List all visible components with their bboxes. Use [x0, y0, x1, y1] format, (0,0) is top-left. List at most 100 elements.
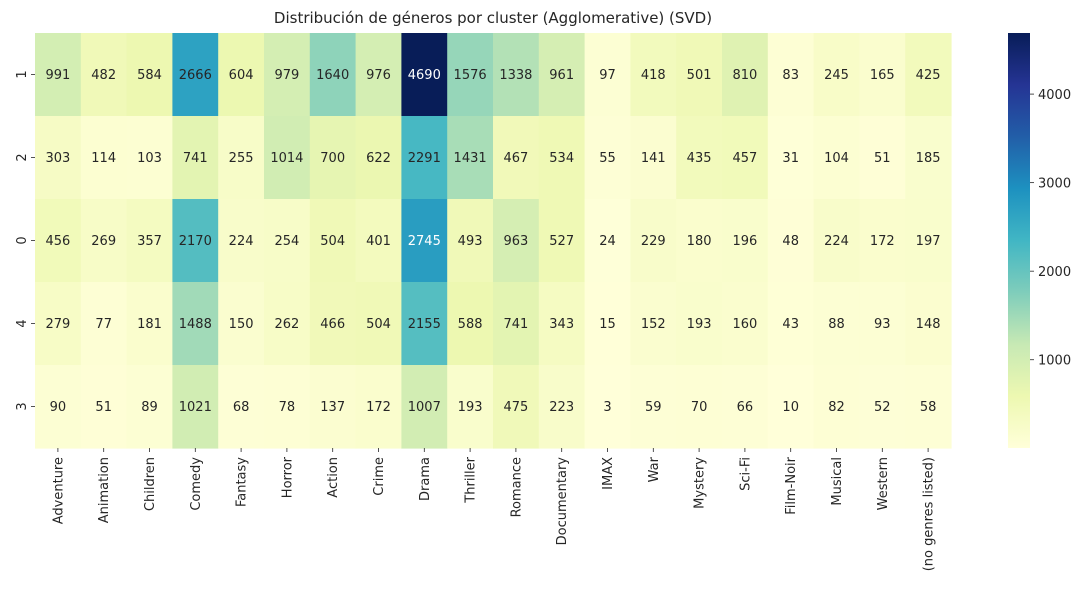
cell-value-label: 148 [916, 317, 941, 332]
cell-value-label: 622 [366, 151, 391, 166]
x-tick-label: (no genres listed) [922, 457, 937, 571]
heatmap-cell [905, 33, 952, 117]
heatmap-cell [722, 116, 769, 200]
heatmap-cell [218, 33, 265, 117]
heatmap-cell [447, 282, 494, 366]
heatmap-cell [264, 199, 311, 283]
heatmap-cell [905, 365, 952, 449]
cell-value-label: 963 [503, 234, 528, 249]
heatmap-cell [767, 116, 815, 200]
x-tick-label: Film-Noir [784, 456, 799, 514]
heatmap-cell [493, 282, 540, 366]
cell-value-label: 224 [229, 234, 254, 249]
cell-value-label: 1014 [270, 151, 303, 166]
cell-value-label: 58 [920, 400, 937, 415]
heatmap-cell [264, 282, 311, 366]
heatmap-cell [630, 199, 677, 283]
y-tick-label: 2 [15, 153, 30, 161]
heatmap-cell [538, 365, 586, 449]
heatmap-cell [172, 365, 219, 449]
cell-value-label: 1431 [454, 151, 487, 166]
colorbar-gradient [1008, 33, 1030, 448]
heatmap-cell [584, 199, 631, 283]
x-tick-label: Western [876, 457, 891, 510]
x-tick-label: Fantasy [235, 457, 250, 507]
heatmap-cell [630, 33, 677, 117]
cell-value-label: 1007 [408, 400, 441, 415]
heatmap-cell [126, 33, 173, 117]
x-tick-label: War [647, 456, 662, 482]
cell-value-label: 527 [549, 234, 574, 249]
cell-value-label: 4690 [408, 68, 441, 83]
cell-value-label: 10 [782, 400, 799, 415]
cell-value-label: 2170 [179, 234, 212, 249]
heatmap-cell [905, 199, 952, 283]
cell-value-label: 43 [782, 317, 799, 332]
x-tick-label: Crime [372, 457, 387, 496]
heatmap-cell [126, 199, 173, 283]
cell-value-label: 493 [458, 234, 483, 249]
heatmap-cell [309, 116, 357, 200]
heatmap-cell [264, 365, 311, 449]
cell-value-label: 152 [641, 317, 666, 332]
cell-value-label: 180 [687, 234, 712, 249]
cell-value-label: 165 [870, 68, 895, 83]
heatmap-cell [859, 365, 906, 449]
heatmap-cell [172, 199, 219, 283]
cell-value-label: 104 [824, 151, 849, 166]
heatmap-cell [676, 199, 723, 283]
heatmap-cell [676, 33, 723, 117]
heatmap-cell [35, 365, 82, 449]
cell-value-label: 196 [732, 234, 757, 249]
cell-value-label: 82 [828, 400, 845, 415]
cell-value-label: 51 [95, 400, 112, 415]
heatmap-cell [767, 365, 815, 449]
heatmap-cell [355, 282, 402, 366]
y-tick-label: 3 [15, 402, 30, 410]
cell-value-label: 504 [366, 317, 391, 332]
heatmap-cell [859, 116, 906, 200]
x-tick-label: Musical [830, 457, 845, 506]
heatmap-cell [35, 199, 82, 283]
cell-value-label: 418 [641, 68, 666, 83]
cell-value-label: 224 [824, 234, 849, 249]
heatmap-cell [813, 33, 860, 117]
x-tick-label: Romance [509, 457, 524, 517]
heatmap-cell [126, 282, 173, 366]
cell-value-label: 103 [137, 151, 162, 166]
heatmap-cell [447, 116, 494, 200]
colorbar-tick-label: 1000 [1038, 354, 1071, 369]
cell-value-label: 401 [366, 234, 391, 249]
y-axis-ticks: 1 2 0 4 3 [15, 70, 35, 411]
heatmap-cell [355, 365, 402, 449]
heatmap-cell [309, 282, 357, 366]
heatmap-cell [676, 282, 723, 366]
heatmap-cell [126, 365, 173, 449]
heatmap-cell [584, 365, 631, 449]
x-tick-label: Drama [418, 457, 433, 501]
heatmap-cell [401, 282, 448, 366]
cell-value-label: 475 [503, 400, 528, 415]
cell-value-label: 254 [274, 234, 299, 249]
heatmap-cell [264, 33, 311, 117]
cell-value-label: 343 [549, 317, 574, 332]
cell-value-label: 197 [916, 234, 941, 249]
cell-value-label: 77 [95, 317, 112, 332]
cell-value-label: 31 [782, 151, 799, 166]
cell-value-label: 24 [599, 234, 616, 249]
x-tick-label: Comedy [189, 457, 204, 511]
cell-value-label: 279 [45, 317, 70, 332]
heatmap-cell [859, 199, 906, 283]
heatmap-cell [401, 33, 448, 117]
heatmap-cell [493, 33, 540, 117]
colorbar-tick-label: 4000 [1038, 88, 1071, 103]
cell-value-label: 810 [732, 68, 757, 83]
heatmap-cell [767, 199, 815, 283]
heatmap-cell [813, 365, 860, 449]
heatmap-cell [538, 199, 586, 283]
cell-value-label: 1640 [316, 68, 349, 83]
cell-value-label: 741 [183, 151, 208, 166]
heatmap-cell [767, 282, 815, 366]
heatmap-cell [218, 282, 265, 366]
cell-value-label: 93 [874, 317, 891, 332]
